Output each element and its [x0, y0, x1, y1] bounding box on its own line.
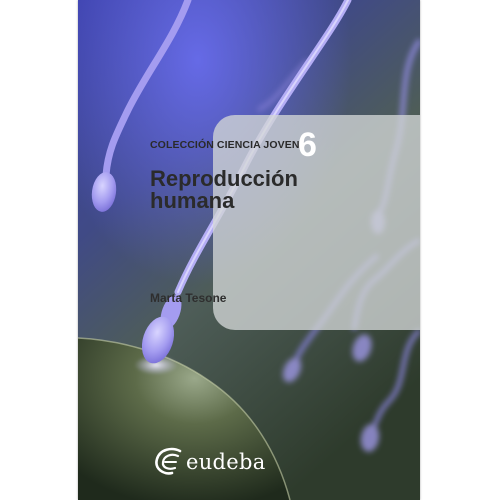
- book-title: Reproducción humana: [150, 166, 298, 213]
- book-cover: [78, 0, 420, 500]
- volume-number: 6: [298, 126, 317, 164]
- author-name: Marta Tesone: [150, 291, 227, 305]
- publisher-brand: eudeba: [152, 447, 266, 477]
- eudeba-logo-icon: [155, 447, 182, 475]
- title-panel: [213, 115, 420, 330]
- publisher-name: eudeba: [186, 450, 266, 474]
- collection-name: COLECCIÓN CIENCIA JOVEN: [150, 139, 300, 151]
